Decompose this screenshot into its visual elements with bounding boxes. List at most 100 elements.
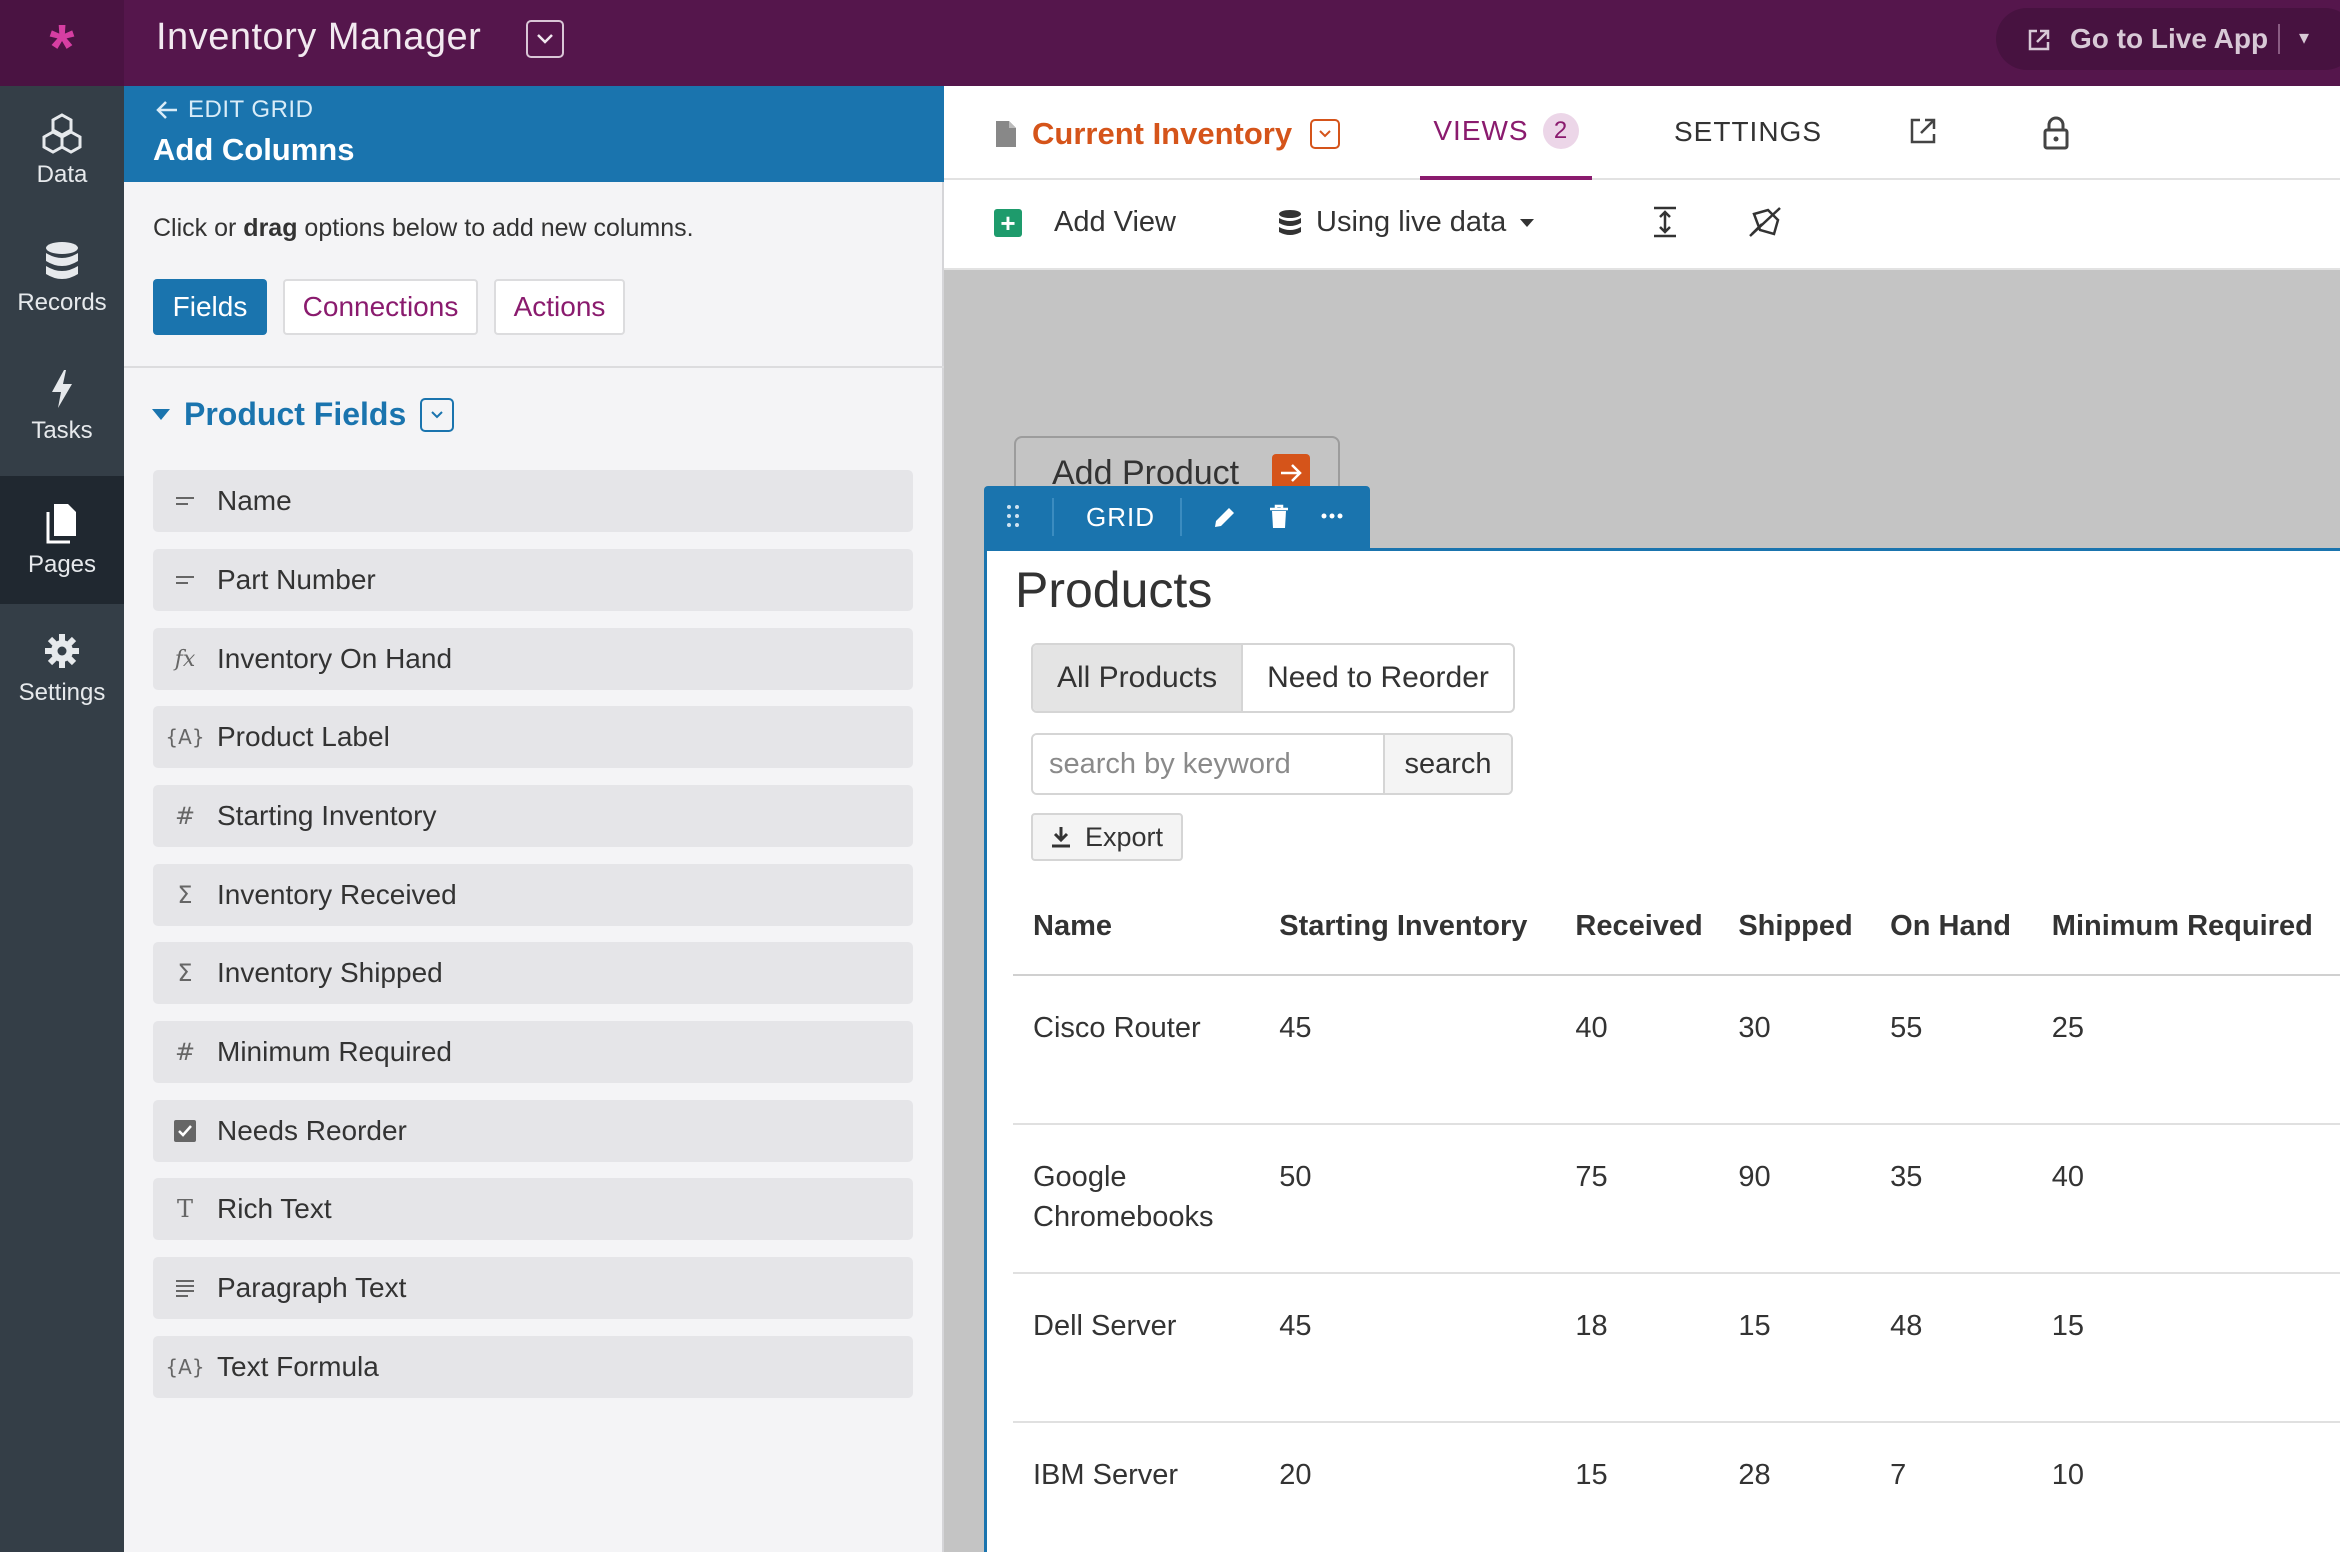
text-formula-icon: {A}	[165, 725, 205, 749]
field-item-inventory-received[interactable]: Σ Inventory Received	[153, 864, 913, 926]
field-item-minimum-required[interactable]: # Minimum Required	[153, 1021, 913, 1083]
caret-down-icon[interactable]: ▾	[2299, 27, 2310, 49]
field-item-text-formula[interactable]: {A} Text Formula	[153, 1336, 913, 1398]
sum-icon: Σ	[177, 959, 193, 987]
field-label: Text Formula	[217, 1351, 379, 1382]
nav-item-data[interactable]: Data	[0, 86, 124, 214]
top-bar: * Inventory Manager Go to Live App ▾	[0, 0, 2340, 86]
design-off-icon[interactable]	[1748, 206, 1782, 238]
nav-item-tasks[interactable]: Tasks	[0, 342, 124, 470]
add-view-button[interactable]: + Add View	[994, 206, 1176, 239]
table-row: Google Chromebooks 50 75 90 35 40	[1013, 1124, 2340, 1274]
table-cell: 15	[1555, 1422, 1719, 1552]
column-header-on-hand[interactable]: On Hand	[1870, 879, 2032, 976]
page-editor: Current Inventory VIEWS 2 SETTINGS + Add…	[944, 86, 2340, 1552]
field-item-rich-text[interactable]: T Rich Text	[153, 1178, 913, 1240]
table-cell: 15	[1718, 1273, 1871, 1423]
pencil-icon[interactable]	[1212, 504, 1238, 530]
tab-actions[interactable]: Actions	[494, 279, 625, 335]
field-label: Starting Inventory	[217, 800, 437, 831]
table-row: IBM Server 20 15 28 7 10	[1013, 1422, 2340, 1552]
external-link-icon	[2028, 29, 2050, 51]
arrow-right-icon	[1272, 454, 1310, 492]
table-cell: 40	[2031, 1124, 2340, 1274]
page-selector[interactable]: Current Inventory	[994, 116, 1341, 152]
product-fields-section-header[interactable]: Product Fields	[152, 396, 455, 433]
lock-icon[interactable]	[2042, 116, 2070, 150]
tab-page-settings[interactable]: SETTINGS	[1674, 116, 1823, 147]
expand-height-icon[interactable]	[1650, 206, 1680, 238]
app-menu-dropdown[interactable]	[526, 20, 564, 58]
page-options-dropdown[interactable]	[1310, 119, 1341, 149]
column-header-shipped[interactable]: Shipped	[1718, 879, 1871, 976]
table-cell: 10	[2031, 1422, 2340, 1552]
field-item-needs-reorder[interactable]: Needs Reorder	[153, 1100, 913, 1162]
caret-down-icon	[1520, 218, 1535, 227]
views-count-badge: 2	[1542, 113, 1579, 149]
app-logo[interactable]: *	[0, 0, 124, 86]
column-header-starting-inventory[interactable]: Starting Inventory	[1259, 879, 1556, 976]
tab-views[interactable]: VIEWS 2	[1420, 86, 1592, 180]
paragraph-icon	[153, 1279, 217, 1297]
formula-icon: fx	[174, 646, 196, 672]
toolbar-separator	[1052, 498, 1054, 536]
plus-icon: +	[994, 208, 1022, 237]
trash-icon[interactable]	[1268, 504, 1290, 530]
search-button[interactable]: search	[1383, 735, 1511, 793]
export-button[interactable]: Export	[1031, 813, 1183, 861]
divider	[124, 366, 944, 368]
section-options-dropdown[interactable]	[420, 397, 455, 432]
nav-label: Records	[17, 289, 107, 316]
grid-label: GRID	[1086, 502, 1155, 532]
field-label: Needs Reorder	[217, 1115, 407, 1146]
toolbar-separator	[1180, 498, 1182, 536]
database-icon	[40, 239, 84, 283]
short-text-icon	[153, 575, 217, 585]
add-product-link[interactable]: Add Product	[1014, 436, 1340, 506]
left-nav: Data Records Tasks Pages Settings	[0, 86, 124, 1552]
views-label: VIEWS	[1433, 115, 1529, 146]
field-item-inventory-on-hand[interactable]: fx Inventory On Hand	[153, 628, 913, 690]
sum-icon: Σ	[177, 881, 193, 909]
rich-text-icon: T	[176, 1195, 193, 1223]
external-link-icon[interactable]	[1908, 116, 1938, 146]
column-header-received[interactable]: Received	[1555, 879, 1719, 976]
table-row: Dell Server 45 18 15 48 15	[1013, 1273, 2340, 1423]
search-group: search	[1031, 733, 1513, 795]
nav-item-settings[interactable]: Settings	[0, 604, 124, 732]
field-item-paragraph-text[interactable]: Paragraph Text	[153, 1257, 913, 1319]
table-cell: 45	[1259, 1273, 1556, 1423]
products-table: Name Starting Inventory Received Shipped…	[1013, 879, 2340, 1552]
table-cell: IBM Server	[1013, 1422, 1260, 1552]
number-icon: #	[174, 802, 196, 830]
field-item-starting-inventory[interactable]: # Starting Inventory	[153, 785, 913, 847]
go-to-live-app-button[interactable]: Go to Live App ▾	[1996, 8, 2340, 70]
field-item-product-label[interactable]: {A} Product Label	[153, 706, 913, 768]
nav-item-records[interactable]: Records	[0, 214, 124, 342]
field-item-name[interactable]: Name	[153, 470, 913, 532]
field-label: Paragraph Text	[217, 1272, 407, 1303]
drag-handle-icon[interactable]	[1006, 504, 1020, 528]
nav-item-pages[interactable]: Pages	[0, 476, 124, 604]
gear-icon	[40, 629, 84, 673]
table-cell: 18	[1555, 1273, 1719, 1423]
column-header-name[interactable]: Name	[1013, 879, 1260, 976]
column-header-minimum-required[interactable]: Minimum Required	[2031, 879, 2340, 976]
checkbox-icon	[153, 1119, 217, 1143]
live-data-dropdown[interactable]: Using live data	[1278, 206, 1535, 239]
text-formula-icon: {A}	[165, 1355, 205, 1379]
page-toolbar: + Add View Using live data	[944, 180, 2340, 270]
more-icon[interactable]	[1320, 512, 1344, 520]
field-item-part-number[interactable]: Part Number	[153, 549, 913, 611]
tab-fields[interactable]: Fields	[153, 279, 267, 335]
field-item-inventory-shipped[interactable]: Σ Inventory Shipped	[153, 942, 913, 1004]
tab-connections[interactable]: Connections	[283, 279, 478, 335]
filter-all-products[interactable]: All Products	[1033, 645, 1244, 711]
back-to-edit-grid-link[interactable]: EDIT GRID	[156, 96, 313, 124]
nav-label: Settings	[18, 679, 106, 706]
panel-header: EDIT GRID Add Columns	[124, 86, 944, 182]
filter-need-to-reorder[interactable]: Need to Reorder	[1267, 661, 1489, 694]
search-input[interactable]	[1033, 735, 1383, 793]
back-label: EDIT GRID	[188, 96, 314, 123]
products-grid-view[interactable]: Products All Products Need to Reorder se…	[984, 548, 2340, 1552]
